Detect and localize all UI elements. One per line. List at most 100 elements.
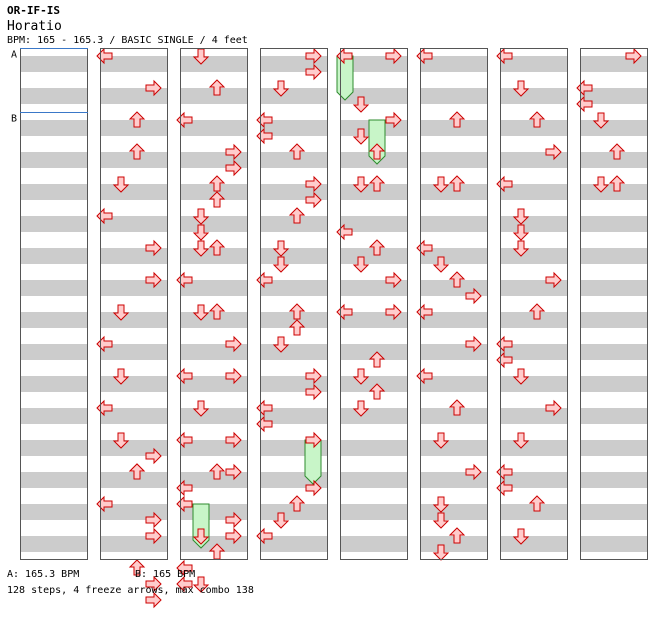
grid-stripe [340, 504, 408, 520]
up-arrow-icon [448, 111, 466, 128]
grid-stripe [100, 216, 168, 232]
down-arrow-icon [352, 256, 370, 273]
grid-stripe [100, 120, 168, 136]
down-arrow-icon [272, 256, 290, 273]
down-arrow-icon [512, 240, 530, 257]
down-arrow-icon [592, 176, 610, 193]
down-arrow-icon [352, 400, 370, 417]
grid-stripe [420, 120, 488, 136]
freeze-arrow [336, 55, 354, 101]
grid-stripe [260, 88, 328, 104]
right-arrow-icon [305, 383, 322, 401]
up-arrow-icon [288, 143, 306, 160]
grid-stripe [500, 312, 568, 328]
grid-stripe [100, 312, 168, 328]
down-arrow-icon [432, 496, 450, 513]
grid-stripe [100, 408, 168, 424]
grid-stripe [180, 280, 248, 296]
right-arrow-icon [625, 47, 642, 65]
column-border [420, 48, 488, 560]
grid-stripe [500, 344, 568, 360]
grid-stripe [500, 504, 568, 520]
grid-stripe [340, 472, 408, 488]
grid-stripe [500, 248, 568, 264]
grid-stripe [100, 280, 168, 296]
grid-stripe [260, 280, 328, 296]
grid-stripe [420, 312, 488, 328]
down-arrow-icon [192, 528, 210, 545]
grid-stripe [180, 88, 248, 104]
grid-stripe [420, 472, 488, 488]
grid-stripe [500, 536, 568, 552]
up-arrow-icon [448, 175, 466, 192]
freeze-arrow [304, 439, 322, 485]
grid-stripe [420, 344, 488, 360]
up-arrow-icon [368, 351, 386, 368]
grid-stripe [260, 376, 328, 392]
grid-stripe [180, 152, 248, 168]
right-arrow-icon [385, 271, 402, 289]
right-arrow-icon [305, 63, 322, 81]
down-arrow-icon [112, 432, 130, 449]
grid-stripe [20, 344, 88, 360]
down-arrow-icon [512, 528, 530, 545]
down-arrow-icon [112, 176, 130, 193]
grid-stripe [180, 56, 248, 72]
grid-stripe [340, 312, 408, 328]
up-arrow-icon [288, 207, 306, 224]
up-arrow-icon [448, 271, 466, 288]
grid-stripe [500, 120, 568, 136]
grid-stripe [20, 408, 88, 424]
grid-stripe [420, 536, 488, 552]
down-arrow-icon [352, 368, 370, 385]
grid-stripe [420, 440, 488, 456]
right-arrow-icon [385, 47, 402, 65]
grid-stripe [580, 472, 648, 488]
grid-stripe [580, 120, 648, 136]
down-arrow-icon [592, 112, 610, 129]
grid-stripe [500, 216, 568, 232]
grid-stripe [340, 440, 408, 456]
grid-stripe [420, 88, 488, 104]
right-arrow-icon [225, 511, 242, 529]
grid-stripe [420, 376, 488, 392]
right-arrow-icon [385, 111, 402, 129]
right-arrow-icon [145, 575, 162, 593]
song-title: OR-IF-IS [7, 4, 60, 17]
up-arrow-icon [128, 463, 146, 480]
grid-stripe [500, 88, 568, 104]
down-arrow-icon [272, 80, 290, 97]
grid-stripe [580, 408, 648, 424]
down-arrow-icon [192, 240, 210, 257]
grid-stripe [100, 344, 168, 360]
up-arrow-icon [208, 303, 226, 320]
right-arrow-icon [145, 239, 162, 257]
right-arrow-icon [305, 175, 322, 193]
grid-stripe [580, 312, 648, 328]
grid-stripe [580, 248, 648, 264]
up-arrow-icon [528, 303, 546, 320]
down-arrow-icon [272, 512, 290, 529]
grid-stripe [580, 56, 648, 72]
right-arrow-icon [145, 511, 162, 529]
grid-stripe [420, 152, 488, 168]
grid-stripe [500, 440, 568, 456]
down-arrow-icon [352, 176, 370, 193]
right-arrow-icon [305, 47, 322, 65]
up-arrow-icon [208, 175, 226, 192]
column-border [500, 48, 568, 560]
down-arrow-icon [112, 368, 130, 385]
grid-stripe [100, 536, 168, 552]
down-arrow-icon [352, 96, 370, 113]
grid-stripe [260, 312, 328, 328]
grid-stripe [180, 120, 248, 136]
right-arrow-icon [145, 271, 162, 289]
grid-stripe [100, 472, 168, 488]
right-arrow-icon [545, 143, 562, 161]
grid-stripe [500, 152, 568, 168]
up-arrow-icon [368, 383, 386, 400]
right-arrow-icon [145, 447, 162, 465]
down-arrow-icon [192, 400, 210, 417]
up-arrow-icon [528, 111, 546, 128]
